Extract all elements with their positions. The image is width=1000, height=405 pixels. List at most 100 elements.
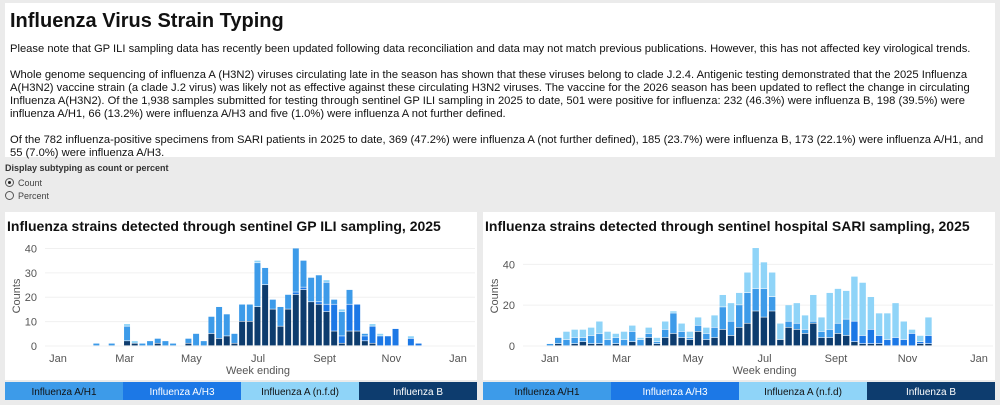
legend-item-b[interactable]: Influenza B [867, 382, 995, 400]
bar-segment [620, 331, 628, 340]
x-axis-label: Week ending [226, 365, 290, 377]
bar-segment [875, 313, 883, 336]
bar-segment [727, 321, 735, 336]
bar-segment [292, 248, 299, 292]
bar-segment [361, 333, 368, 336]
bar-segment [571, 343, 578, 346]
bar-segment [842, 319, 850, 336]
gp-ili-summary: Whole genome sequencing of influenza A (… [10, 69, 970, 120]
bar-segment [124, 324, 131, 326]
x-tick-label: May [181, 353, 202, 365]
bar-segment [834, 288, 842, 323]
bar-segment [875, 335, 883, 344]
bar-segment [369, 326, 376, 343]
bar-segment [147, 341, 154, 346]
bar-segment [793, 303, 801, 323]
radio-count-label: Count [18, 177, 43, 188]
x-axis-label: Week ending [732, 365, 796, 377]
bar-segment [377, 333, 384, 336]
radio-count[interactable]: Count [5, 176, 169, 189]
bar-segment [760, 288, 768, 317]
bar-segment [407, 336, 414, 339]
bar-segment [269, 309, 276, 346]
bar-segment [752, 248, 759, 289]
bar-segment [254, 306, 261, 346]
bar-segment [727, 303, 735, 321]
bar-segment [719, 307, 726, 330]
bar-segment [415, 343, 422, 346]
bar-segment [801, 315, 809, 330]
bar-segment [277, 326, 284, 346]
radio-unselected-icon[interactable] [5, 191, 14, 200]
bar-segment [361, 341, 368, 346]
bar-segment [842, 335, 850, 346]
bar-segment [154, 338, 161, 343]
bar-segment [670, 313, 677, 334]
bar-segment [678, 323, 685, 332]
bar-segment [752, 288, 759, 311]
bar-segment [392, 328, 399, 346]
bar-segment [346, 289, 353, 304]
bar-segment [859, 335, 866, 344]
bar-segment [331, 304, 338, 331]
sari-summary: Of the 782 influenza-positive specimens … [10, 134, 984, 159]
bar-segment [200, 341, 207, 346]
bar-segment [254, 263, 261, 307]
bar-segment [93, 343, 100, 346]
legend-item-a-h3[interactable]: Influenza A/H3 [123, 382, 241, 400]
bar-segment [884, 339, 891, 346]
bar-segment [620, 339, 628, 346]
bar-segment [139, 343, 146, 346]
bar-segment [801, 329, 809, 334]
legend-item-a-nfd[interactable]: Influenza A (n.f.d) [739, 382, 867, 400]
bar-segment [768, 297, 776, 311]
bar-segment [711, 337, 718, 346]
bar-segment [925, 343, 932, 346]
bar-segment [384, 336, 391, 346]
x-tick-label: Nov [898, 353, 918, 365]
bar-segment [369, 343, 376, 346]
bar-segment [826, 337, 833, 346]
bar-segment [859, 343, 866, 346]
bar-segment [818, 317, 825, 332]
bar-segment [323, 282, 330, 304]
bar-segment [308, 277, 315, 302]
bar-segment [686, 331, 694, 338]
legend-item-a-h1[interactable]: Influenza A/H1 [483, 382, 611, 400]
bar-segment [579, 341, 587, 346]
bar-segment [711, 327, 718, 338]
bar-segment [579, 337, 587, 342]
bar-segment [315, 304, 322, 346]
bar-segment [571, 329, 578, 338]
bar-segment [777, 323, 784, 340]
legend-item-a-nfd[interactable]: Influenza A (n.f.d) [241, 382, 359, 400]
bar-segment [223, 336, 230, 346]
x-tick-label: Jul [251, 353, 265, 365]
bar-segment [407, 338, 414, 346]
bar-segment [661, 337, 669, 346]
bar-segment [361, 336, 368, 341]
bar-segment [925, 317, 932, 336]
bar-segment [917, 341, 924, 344]
bar-segment [596, 343, 603, 346]
legend-item-a-h3[interactable]: Influenza A/H3 [611, 382, 739, 400]
y-tick-label: 10 [25, 317, 37, 329]
radio-selected-icon[interactable] [5, 178, 14, 187]
bar-segment [736, 327, 743, 346]
legend-item-a-h1[interactable]: Influenza A/H1 [5, 382, 123, 400]
bar-segment [239, 304, 246, 322]
bar-segment [884, 313, 891, 340]
gp-ili-chart: 0 10 20 30 40 Jan Mar May Jul Sept Nov Jan Week endi… [11, 243, 475, 377]
bar-segment [185, 338, 192, 343]
bar-segment [645, 337, 652, 346]
legend-item-b[interactable]: Influenza B [359, 382, 477, 400]
bar-segment [793, 329, 801, 346]
bar-segment [793, 323, 801, 330]
bar-segment [131, 343, 138, 346]
bar-segment [851, 341, 858, 346]
bar-segment [744, 292, 751, 323]
radio-percent-label: Percent [18, 190, 50, 201]
bar-segment [678, 337, 685, 346]
radio-percent[interactable]: Percent [5, 189, 169, 202]
bar-segment [810, 321, 817, 323]
